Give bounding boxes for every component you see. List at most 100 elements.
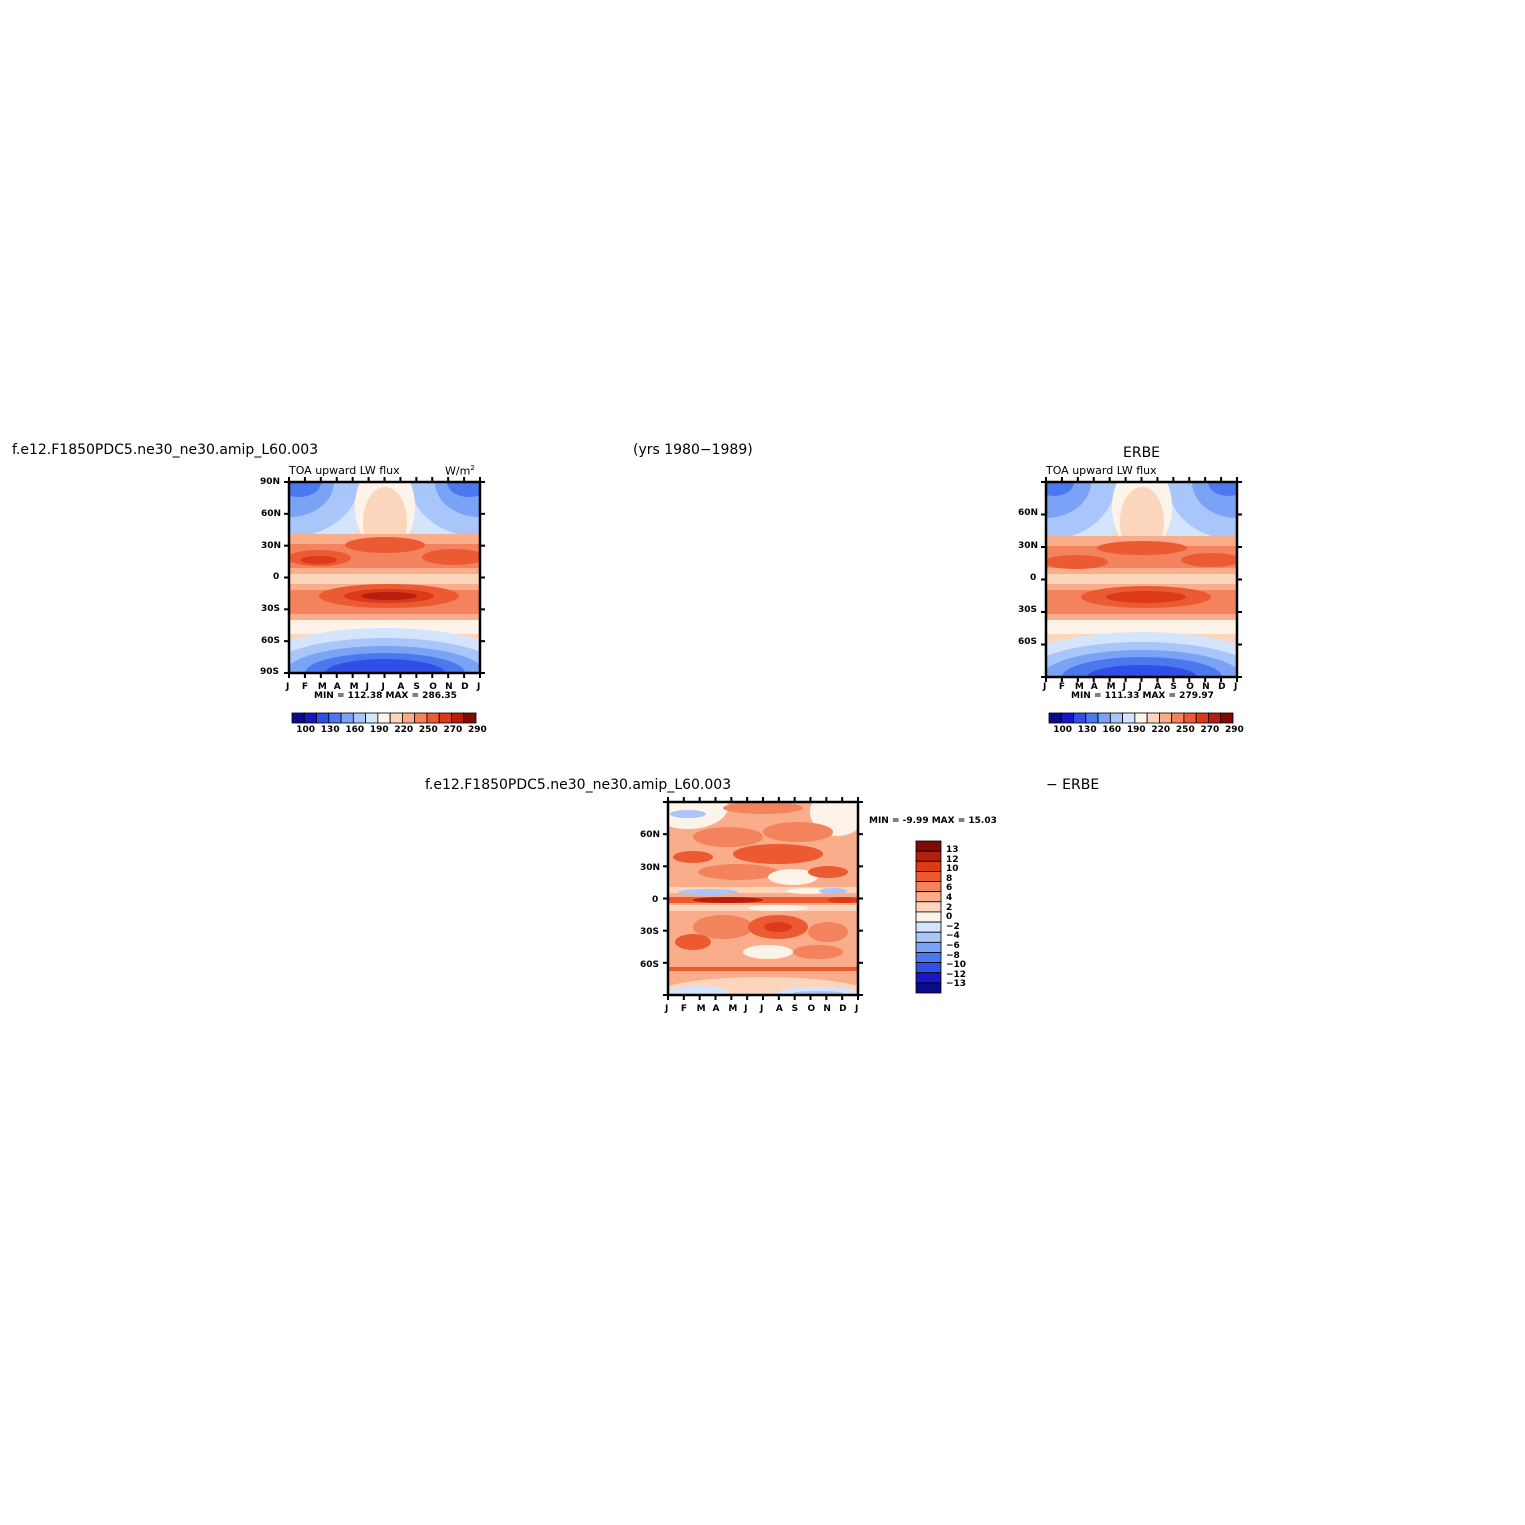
colorbar-swatch — [389, 712, 403, 724]
p2-band — [1181, 553, 1237, 567]
colorbar-label: 2 — [946, 902, 953, 913]
colorbar-label: 270 — [443, 725, 463, 735]
x-tick-label: J — [286, 682, 290, 692]
p2-band — [1046, 620, 1237, 634]
colorbar-swatch — [291, 712, 305, 724]
p1-band — [289, 482, 321, 497]
x-tick-label: J — [855, 1004, 859, 1014]
colorbar-label: 160 — [345, 725, 365, 735]
x-tick-label: J — [1043, 682, 1047, 692]
p3-patch — [675, 934, 711, 950]
colorbar-swatch — [438, 712, 452, 724]
panel2-title: TOA upward LW flux — [1046, 464, 1157, 477]
colorbar-label: 12 — [946, 854, 959, 865]
years-label: (yrs 1980−1989) — [633, 442, 753, 458]
colorbar-swatch — [1183, 712, 1197, 724]
panel1-units-label: W/m — [445, 464, 471, 478]
x-tick-label: N — [823, 1004, 831, 1014]
colorbar-label: −13 — [946, 979, 967, 990]
p3-ytick: 0 — [652, 895, 659, 905]
colorbar-label: 270 — [1200, 725, 1220, 735]
p1-ytick: 60N — [261, 509, 282, 519]
p3-patch — [748, 905, 808, 911]
panel1-heatmap — [284, 477, 485, 678]
p3-patch — [764, 922, 792, 932]
x-tick-label: N — [1202, 682, 1210, 692]
x-tick-label: J — [1122, 682, 1126, 692]
p3-patch — [693, 827, 763, 847]
p3-patch — [693, 897, 763, 903]
x-tick-label: F — [680, 1004, 687, 1014]
p3-ytick: 30S — [640, 927, 660, 937]
colorbar-swatch — [1220, 712, 1234, 724]
colorbar-swatch — [915, 962, 942, 974]
x-tick-label: J — [381, 682, 385, 692]
p3-ytick: 60N — [640, 830, 661, 840]
p3-ytick: 60S — [640, 960, 660, 970]
x-tick-label: D — [1218, 682, 1226, 692]
p1-band — [289, 620, 480, 634]
p2-ytick: 30N — [1018, 541, 1039, 551]
p2-band — [1087, 665, 1197, 677]
x-tick-label: F — [301, 682, 309, 692]
p2-band — [1046, 482, 1074, 496]
colorbar-swatch — [1060, 712, 1074, 724]
colorbar-swatch — [1073, 712, 1087, 724]
p3-patch — [786, 888, 830, 894]
x-tick-label: A — [712, 1004, 720, 1014]
x-tick-label: J — [744, 1004, 748, 1014]
panel3-heatmap — [663, 797, 863, 1000]
colorbar-swatch — [915, 982, 942, 994]
x-tick-label: M — [696, 1004, 706, 1014]
colorbar-swatch — [915, 972, 942, 984]
x-tick-label: M — [349, 682, 359, 692]
obs-title: ERBE — [1123, 445, 1161, 461]
colorbar-label: 160 — [1102, 725, 1122, 735]
colorbar-swatch — [915, 901, 942, 913]
x-tick-label: S — [1170, 682, 1177, 692]
colorbar-label: 220 — [394, 725, 414, 735]
p3-patch — [828, 897, 858, 903]
p2-stats: MIN = 111.33 MAX = 279.97 — [1071, 691, 1214, 701]
p3-colorbar — [915, 840, 942, 994]
x-tick-label: J — [477, 682, 481, 692]
colorbar-label: −8 — [946, 950, 960, 961]
p3-patch — [808, 866, 848, 878]
panel1-units: W/m2 — [445, 465, 475, 477]
p2-band — [1046, 555, 1108, 569]
p3-patch — [670, 810, 706, 818]
colorbar-swatch — [915, 911, 942, 923]
colorbar-swatch — [915, 860, 942, 872]
p1-band — [289, 574, 480, 584]
p1-ytick: 30N — [261, 541, 282, 551]
p1-band — [345, 537, 425, 553]
p3-patch — [668, 967, 858, 971]
p1-ytick: 30S — [261, 604, 281, 614]
x-tick-label: D — [461, 682, 469, 692]
p3-patch — [693, 915, 753, 939]
colorbar-swatch — [915, 921, 942, 933]
p2-band — [1106, 591, 1186, 603]
colorbar-label: 10 — [946, 864, 959, 875]
x-tick-label: O — [1186, 682, 1194, 692]
colorbar-swatch — [1195, 712, 1209, 724]
p2-ytick: 60N — [1018, 508, 1039, 518]
colorbar-label: 250 — [418, 725, 438, 735]
x-tick-label: A — [333, 682, 341, 692]
p3-patch — [698, 864, 778, 880]
colorbar-swatch — [1048, 712, 1062, 724]
p1-band — [325, 659, 445, 673]
p1-band — [361, 592, 417, 600]
colorbar-swatch — [915, 941, 942, 953]
colorbar-label: 130 — [320, 725, 340, 735]
colorbar-swatch — [316, 712, 330, 724]
colorbar-swatch — [426, 712, 440, 724]
colorbar-swatch — [1171, 712, 1185, 724]
x-tick-label: J — [760, 1004, 764, 1014]
p1-ytick: 90S — [260, 667, 280, 677]
x-tick-label: A — [1154, 682, 1162, 692]
colorbar-label: 0 — [946, 912, 953, 923]
colorbar-swatch — [463, 712, 477, 724]
case-title-left: f.e12.F1850PDC5.ne30_ne30.amip_L60.003 — [12, 442, 319, 458]
colorbar-label: 100 — [296, 725, 316, 735]
